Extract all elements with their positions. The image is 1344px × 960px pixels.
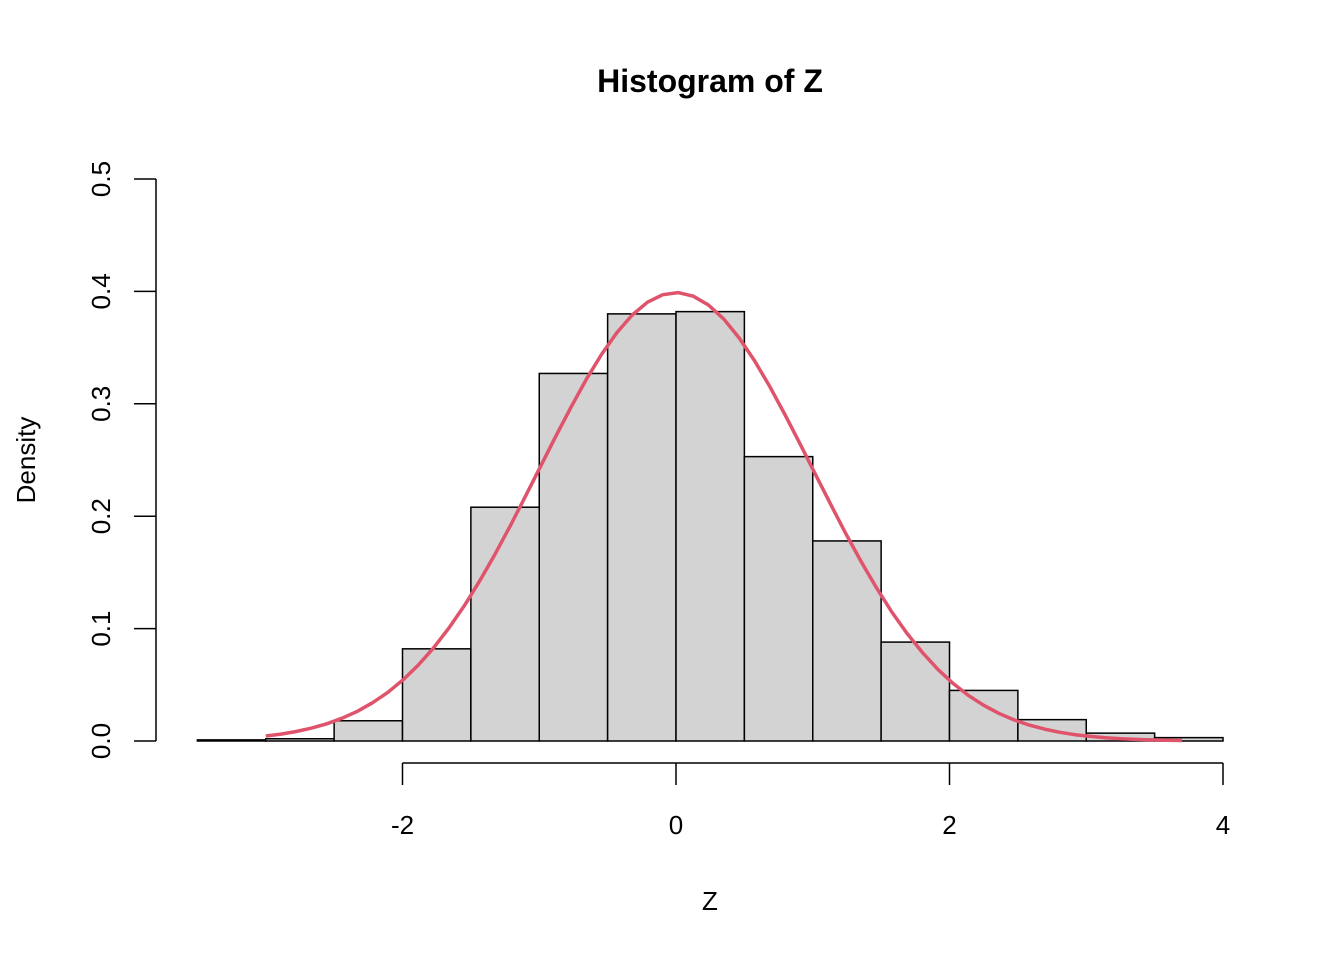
histogram-bar — [538, 372, 609, 742]
density-curve — [265, 290, 1183, 743]
histogram-bar — [743, 455, 814, 742]
x-tick-label: 2 — [942, 810, 956, 840]
histogram-bar — [401, 648, 472, 742]
y-tick-label: 0.3 — [86, 386, 116, 422]
histogram-bar — [675, 310, 746, 742]
y-tick-label: 0.0 — [86, 723, 116, 759]
bars — [196, 310, 1224, 742]
y-axis-label: Density — [11, 417, 41, 504]
histogram-bar — [196, 739, 267, 742]
chart-title: Histogram of Z — [597, 63, 823, 99]
histogram-bar — [333, 720, 404, 742]
x-tick-label: -2 — [391, 810, 414, 840]
y-tick-label: 0.5 — [86, 161, 116, 197]
histogram-bar — [606, 313, 677, 742]
y-tick-label: 0.4 — [86, 273, 116, 309]
histogram-bar — [265, 738, 335, 742]
y-axis: 0.0 0.1 0.2 0.3 0.4 0.5 — [86, 161, 157, 759]
x-axis-label: Z — [702, 886, 718, 916]
histogram-bar — [880, 641, 951, 742]
x-tick-label: 4 — [1216, 810, 1230, 840]
histogram-bar — [470, 506, 540, 742]
histogram-bar — [812, 540, 882, 742]
x-axis: -2 0 2 4 — [391, 762, 1230, 840]
y-tick-label: 0.2 — [86, 498, 116, 534]
y-tick-label: 0.1 — [86, 611, 116, 647]
x-tick-label: 0 — [669, 810, 683, 840]
